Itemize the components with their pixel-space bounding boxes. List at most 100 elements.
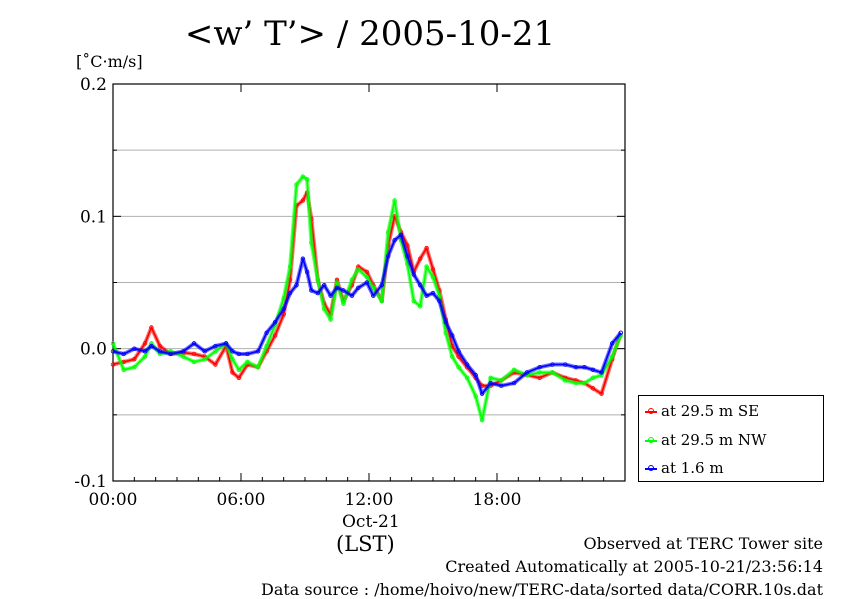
- series-halo: [112, 190, 623, 396]
- data-point: [121, 367, 126, 373]
- data-point: [149, 325, 154, 330]
- data-point: [304, 177, 310, 182]
- data-point: [405, 253, 410, 259]
- legend-item-nw: at 29.5 m NW: [645, 431, 766, 449]
- data-point: [168, 351, 173, 357]
- data-point: [430, 267, 436, 272]
- data-point: [300, 198, 306, 203]
- y-tick-label: -0.1: [74, 472, 107, 492]
- data-point: [304, 269, 310, 275]
- data-point: [537, 375, 542, 380]
- data-point: [418, 256, 423, 261]
- data-point: [392, 237, 397, 243]
- data-point: [364, 280, 370, 285]
- data-point: [464, 375, 470, 380]
- data-point: [191, 359, 197, 365]
- data-point: [132, 364, 137, 370]
- data-point: [315, 277, 320, 283]
- data-point: [110, 349, 116, 354]
- data-point: [315, 290, 320, 296]
- data-point: [230, 370, 235, 375]
- data-point: [464, 362, 470, 367]
- data-point: [424, 264, 429, 269]
- data-point: [550, 370, 555, 375]
- data-point: [328, 317, 333, 322]
- data-point: [590, 375, 596, 380]
- series-line: [112, 191, 622, 395]
- data-point: [573, 380, 579, 386]
- data-point: [450, 333, 455, 338]
- data-point: [236, 351, 242, 357]
- data-point: [599, 370, 604, 375]
- data-point: [563, 362, 568, 367]
- data-point: [473, 394, 478, 399]
- data-point: [479, 417, 485, 423]
- data-point: [456, 349, 461, 354]
- data-point: [341, 288, 346, 293]
- data-point: [473, 372, 478, 378]
- data-point: [418, 282, 423, 288]
- data-point: [121, 351, 126, 357]
- data-point: [202, 349, 207, 354]
- data-point: [157, 349, 163, 354]
- data-point: [411, 272, 416, 277]
- data-point: [181, 349, 186, 354]
- y-axis-label: [˚C·m/s]: [76, 52, 143, 71]
- data-point: [132, 346, 137, 351]
- data-point: [149, 343, 154, 349]
- data-point: [386, 253, 391, 259]
- data-point: [443, 330, 448, 335]
- data-point: [392, 198, 397, 203]
- data-point: [590, 367, 596, 373]
- data-point: [386, 230, 391, 235]
- data-point: [191, 351, 197, 357]
- data-point: [563, 378, 568, 383]
- data-point: [450, 354, 455, 359]
- data-point: [245, 351, 250, 357]
- data-point: [364, 275, 370, 280]
- data-point: [287, 264, 293, 269]
- series-halo: [111, 174, 623, 423]
- legend-marker-low: [645, 465, 657, 471]
- data-point: [157, 343, 163, 349]
- x-tick-label: 06:00: [217, 490, 266, 510]
- data-point: [191, 341, 197, 346]
- data-point: [272, 320, 278, 325]
- data-point: [582, 364, 587, 370]
- data-point: [364, 269, 370, 275]
- x-tick-label: 00:00: [89, 490, 138, 510]
- data-point: [264, 343, 269, 349]
- data-point: [202, 357, 207, 362]
- data-point: [281, 306, 286, 312]
- data-point: [213, 349, 218, 354]
- data-point: [511, 380, 517, 386]
- y-tick-label: 0.0: [80, 340, 107, 360]
- x-axis-label: (LST): [336, 532, 395, 556]
- data-point: [590, 386, 596, 391]
- footer-source: Data source : /home/hoivo/new/TERC-data/…: [261, 580, 823, 599]
- data-point: [334, 285, 340, 290]
- data-point: [110, 341, 116, 346]
- data-point: [245, 359, 250, 365]
- data-point: [300, 256, 306, 261]
- data-point: [349, 277, 355, 283]
- data-point: [281, 296, 286, 301]
- data-point: [142, 341, 148, 346]
- legend-marker-nw: [645, 437, 657, 443]
- data-point: [110, 362, 116, 367]
- y-tick-label: 0.2: [80, 75, 107, 95]
- data-point: [236, 367, 242, 373]
- data-point: [213, 343, 218, 349]
- data-point: [142, 349, 148, 354]
- legend-label-se: at 29.5 m SE: [661, 402, 760, 420]
- footer-created: Created Automatically at 2005-10-21/23:5…: [445, 557, 823, 576]
- data-point: [610, 354, 615, 359]
- data-point: [181, 354, 186, 359]
- y-tick-label: 0.1: [80, 207, 107, 227]
- data-point: [499, 378, 504, 383]
- data-point: [230, 357, 235, 362]
- data-point: [230, 349, 235, 354]
- data-point: [223, 341, 229, 346]
- legend-label-low: at 1.6 m: [661, 459, 724, 477]
